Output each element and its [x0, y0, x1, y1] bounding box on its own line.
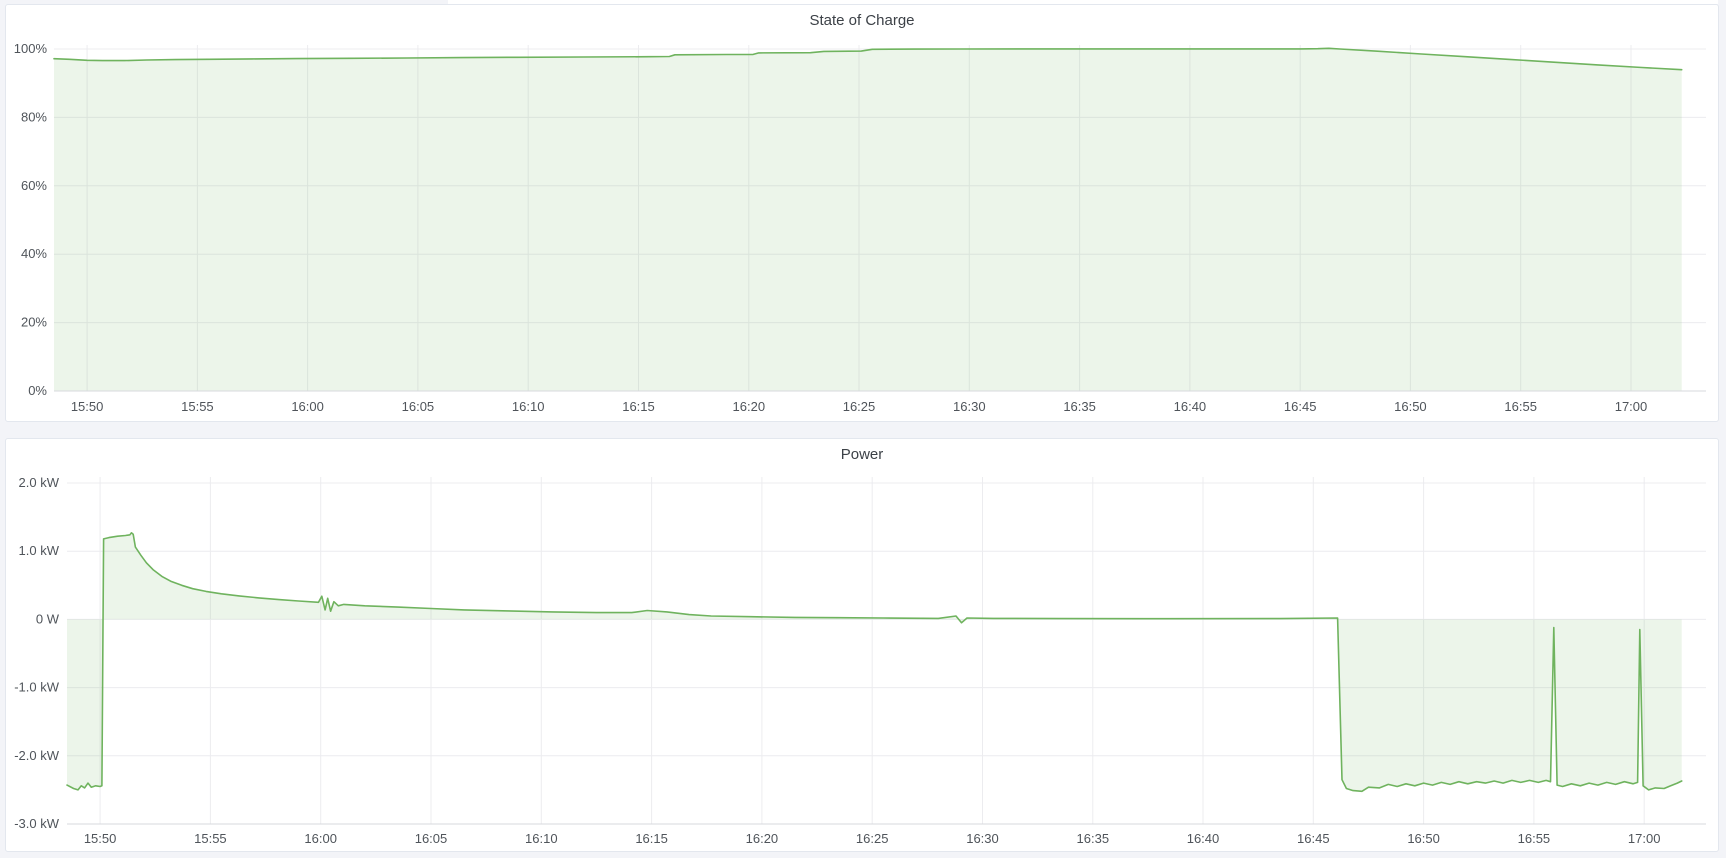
x-tick-label: 16:10	[525, 831, 558, 846]
series-line	[53, 47, 1683, 71]
y-tick-label: -1.0 kW	[14, 680, 60, 695]
panel-title[interactable]: Power	[840, 446, 884, 463]
x-tick-label: 15:55	[181, 399, 214, 414]
x-tick-label: 16:50	[1407, 831, 1440, 846]
x-tick-label: 16:05	[415, 831, 448, 846]
x-tick-label: 16:45	[1297, 831, 1330, 846]
x-tick-label: 16:40	[1187, 831, 1220, 846]
partial-panel-above	[448, 0, 1718, 4]
y-tick-label: 60%	[21, 178, 47, 193]
y-tick-label: -3.0 kW	[14, 816, 60, 831]
x-tick-label: 16:50	[1394, 399, 1427, 414]
y-tick-label: -2.0 kW	[14, 748, 60, 763]
x-tick-label: 16:40	[1174, 399, 1207, 414]
soc-chart[interactable]: 0% 20% 40% 60% 80% 100% 15:50 15:55 16:00 16:05 16…	[6, 5, 1718, 421]
power-chart[interactable]: -3.0 kW -2.0 kW -1.0 kW 0 W 1.0 kW 2.0 kW 15:5…	[6, 439, 1718, 851]
x-tick-label: 16:35	[1077, 831, 1110, 846]
x-tick-label: 16:00	[291, 399, 324, 414]
y-tick-label: 40%	[21, 246, 47, 261]
y-tick-label: 2.0 kW	[19, 475, 60, 490]
x-tick-label: 16:25	[843, 399, 876, 414]
x-tick-label: 17:00	[1615, 399, 1648, 414]
x-tick-label: 16:55	[1518, 831, 1551, 846]
x-tick-label: 16:20	[746, 831, 779, 846]
y-tick-label: 1.0 kW	[19, 543, 60, 558]
x-tick-label: 16:05	[402, 399, 435, 414]
x-tick-label: 16:00	[304, 831, 337, 846]
panel-title[interactable]: State of Charge	[809, 12, 915, 29]
x-tick-label: 16:30	[966, 831, 999, 846]
panel-state-of-charge: 0% 20% 40% 60% 80% 100% 15:50 15:55 16:00 16:05 16…	[5, 4, 1719, 422]
x-tick-label: 16:30	[953, 399, 986, 414]
x-tick-label: 16:15	[635, 831, 668, 846]
x-tick-label: 15:55	[194, 831, 227, 846]
panel-power: -3.0 kW -2.0 kW -1.0 kW 0 W 1.0 kW 2.0 kW 15:5…	[5, 438, 1719, 852]
x-tick-label: 15:50	[71, 399, 104, 414]
x-tick-label: 16:55	[1504, 399, 1537, 414]
y-tick-label: 100%	[14, 41, 48, 56]
x-tick-label: 16:10	[512, 399, 545, 414]
y-tick-label: 0%	[28, 383, 47, 398]
x-tick-label: 17:00	[1628, 831, 1661, 846]
x-tick-label: 16:35	[1063, 399, 1096, 414]
series-area	[54, 48, 1682, 392]
y-tick-label: 0 W	[36, 611, 60, 626]
series-line	[66, 532, 1683, 793]
x-tick-label: 16:25	[856, 831, 889, 846]
y-tick-label: 80%	[21, 109, 47, 124]
y-tick-label: 20%	[21, 315, 47, 330]
x-tick-label: 15:50	[84, 831, 117, 846]
x-tick-label: 16:45	[1284, 399, 1317, 414]
x-tick-label: 16:15	[622, 399, 655, 414]
x-tick-label: 16:20	[733, 399, 766, 414]
series-area	[67, 532, 1682, 792]
